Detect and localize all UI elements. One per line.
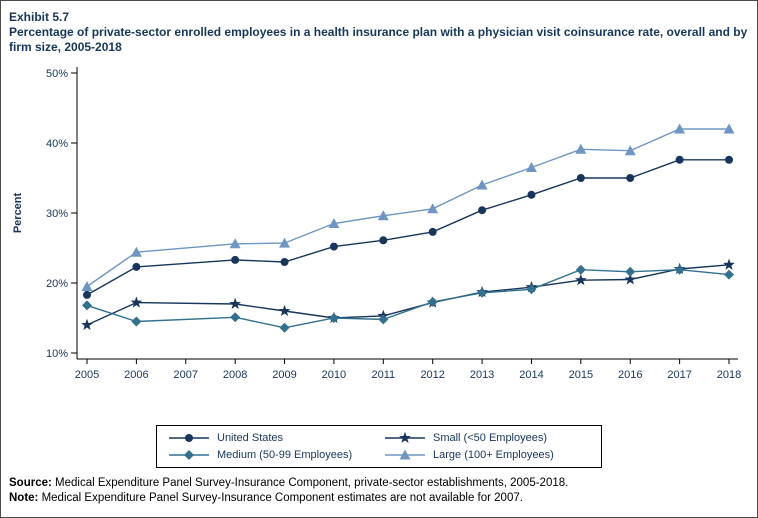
circle-marker-icon xyxy=(626,174,635,182)
x-tick-label: 2013 xyxy=(470,369,494,381)
x-tick-label: 2010 xyxy=(322,369,346,381)
star-marker-icon xyxy=(574,274,587,286)
circle-marker-icon xyxy=(576,174,585,182)
triangle-marker-icon xyxy=(279,237,291,248)
x-tick-label: 2016 xyxy=(618,369,642,381)
triangle-legend-marker-icon xyxy=(385,449,425,460)
source-label: Source: xyxy=(9,477,52,489)
legend-item-4: Large (100+ Employees) xyxy=(383,448,587,462)
legend-label: Medium (50-99 Employees) xyxy=(217,449,353,461)
y-tick-label: 30% xyxy=(46,208,68,220)
diamond-marker-icon xyxy=(575,264,586,275)
diamond-marker-icon xyxy=(724,269,734,280)
diamond-marker-icon xyxy=(230,312,241,323)
exhibit-label: Exhibit 5.7 xyxy=(9,10,70,24)
triangle-marker-icon xyxy=(130,246,142,257)
note-text: Medical Expenditure Panel Survey-Insuran… xyxy=(38,492,523,504)
note-line: Note: Medical Expenditure Panel Survey-I… xyxy=(9,491,749,506)
page-title: Percentage of private-sector enrolled em… xyxy=(9,25,748,54)
triangle-marker-icon xyxy=(399,449,411,460)
diamond-marker-icon xyxy=(378,314,389,325)
star-marker-icon xyxy=(229,297,242,310)
circle-marker-icon xyxy=(185,434,193,442)
series-united-states xyxy=(83,155,733,299)
x-tick-label: 2007 xyxy=(174,369,198,381)
footnotes: Source: Medical Expenditure Panel Survey… xyxy=(1,476,757,506)
star-marker-icon xyxy=(624,273,637,285)
x-tick-label: 2015 xyxy=(569,369,593,381)
diamond-marker-icon xyxy=(131,316,142,327)
triangle-marker-icon xyxy=(377,210,389,221)
x-tick-label: 2008 xyxy=(223,369,247,381)
x-tick-label: 2012 xyxy=(420,369,444,381)
x-tick-label: 2006 xyxy=(124,369,148,381)
series-medium-50-99-employees xyxy=(82,264,734,333)
triangle-marker-icon xyxy=(476,179,488,190)
circle-marker-icon xyxy=(329,242,338,251)
x-tick-label: 2011 xyxy=(371,369,395,381)
source-line: Source: Medical Expenditure Panel Survey… xyxy=(9,476,749,491)
star-marker-icon xyxy=(723,258,735,270)
y-tick-label: 50% xyxy=(46,68,68,80)
diamond-marker-icon xyxy=(184,450,194,460)
line-chart: 10% 20% 30% 40% 50% 2005 2006 2007 2008 2009 2010 2… xyxy=(12,67,741,381)
legend-label: Small (<50 Employees) xyxy=(433,432,548,444)
circle-marker-icon xyxy=(725,155,733,164)
diamond-marker-icon xyxy=(526,284,537,295)
circle-marker-icon xyxy=(478,206,487,215)
legend-label: Large (100+ Employees) xyxy=(433,449,554,461)
y-axis-title: Percent xyxy=(12,192,24,233)
x-tick-label: 2005 xyxy=(75,369,99,381)
star-marker-icon xyxy=(399,431,411,444)
diamond-marker-icon xyxy=(427,296,438,307)
note-label: Note: xyxy=(9,492,39,504)
diamond-marker-icon xyxy=(477,287,488,298)
circle-marker-icon xyxy=(83,290,91,299)
y-tick-label: 40% xyxy=(46,138,68,150)
diamond-marker-icon xyxy=(82,300,92,311)
diamond-marker-icon xyxy=(625,266,636,277)
circle-marker-icon xyxy=(428,227,437,236)
triangle-marker-icon xyxy=(575,143,587,154)
triangle-marker-icon xyxy=(674,123,686,134)
circle-legend-marker-icon xyxy=(169,434,209,442)
y-tick-label: 20% xyxy=(46,278,68,290)
x-tick-label: 2009 xyxy=(272,369,296,381)
circle-marker-icon xyxy=(132,262,141,271)
x-tick-label: 2018 xyxy=(717,369,741,381)
star-legend-marker-icon xyxy=(385,431,425,444)
y-tick-label: 10% xyxy=(46,348,68,360)
triangle-marker-icon xyxy=(723,123,735,134)
x-tick-label: 2017 xyxy=(667,369,691,381)
circle-marker-icon xyxy=(379,236,388,245)
circle-marker-icon xyxy=(280,258,289,266)
triangle-marker-icon xyxy=(229,238,241,249)
legend-item-1: United States xyxy=(167,431,383,445)
triangle-marker-icon xyxy=(624,145,636,156)
triangle-marker-icon xyxy=(81,281,93,291)
diamond-marker-icon xyxy=(674,264,685,275)
diamond-marker-icon xyxy=(279,322,290,333)
circle-marker-icon xyxy=(527,190,536,199)
chart-header: Exhibit 5.7 Percentage of private-sector… xyxy=(1,1,757,55)
diamond-marker-icon xyxy=(328,313,339,323)
diamond-legend-marker-icon xyxy=(169,450,209,460)
source-text: Medical Expenditure Panel Survey-Insuran… xyxy=(51,477,569,489)
triangle-marker-icon xyxy=(427,203,439,214)
star-marker-icon xyxy=(130,296,143,308)
triangle-marker-icon xyxy=(525,162,537,172)
chart-legend: United States Small (<50 Employees) Medium… xyxy=(156,425,602,468)
series-large-100-employees xyxy=(81,123,735,291)
circle-marker-icon xyxy=(231,255,240,264)
star-marker-icon xyxy=(278,304,291,317)
legend-item-2: Small (<50 Employees) xyxy=(383,431,587,445)
legend-item-3: Medium (50-99 Employees) xyxy=(167,448,383,462)
legend-label: United States xyxy=(217,432,284,444)
triangle-marker-icon xyxy=(328,218,340,228)
x-tick-label: 2014 xyxy=(519,369,543,381)
star-marker-icon xyxy=(81,318,93,331)
circle-marker-icon xyxy=(675,155,684,164)
